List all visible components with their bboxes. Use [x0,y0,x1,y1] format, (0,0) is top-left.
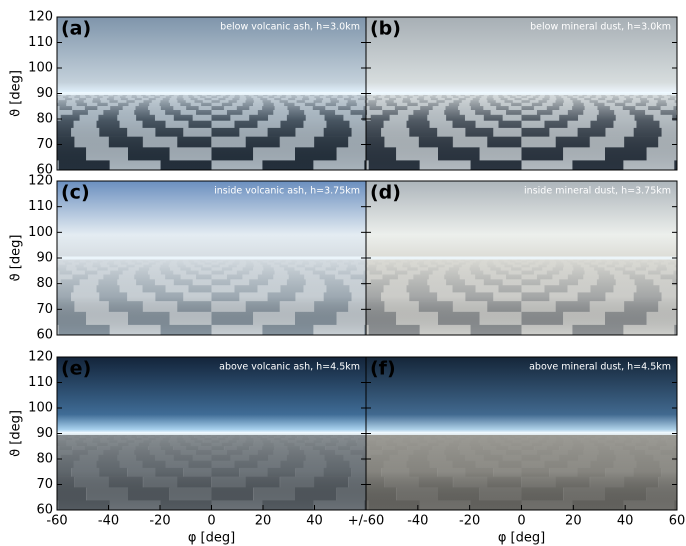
panel-caption: above volcanic ash, h=4.5km [219,362,360,373]
y-tick-label: 100 [28,401,53,416]
y-tick-label: 110 [28,199,53,214]
panel-caption: inside volcanic ash, h=3.75km [214,186,360,197]
y-tick-label: 80 [36,276,53,291]
y-tick-label: 120 [28,10,53,25]
x-tick-label: -20 [149,514,170,529]
y-tick-label: 60 [36,503,53,518]
x-tick-label: 40 [306,514,323,529]
panel-label: (b) [370,18,401,40]
sky [57,17,366,94]
haze [366,433,677,510]
x-tick-label: -40 [98,514,119,529]
panel-caption: inside mineral dust, h=3.75km [524,186,671,197]
x-axis-label: φ [deg] [188,531,235,546]
x-tick-label: 60 [669,514,686,529]
y-tick-label: 100 [28,61,53,76]
haze [57,93,366,170]
x-tick-label: +/-60 [348,514,385,529]
panel [366,181,677,335]
x-axis-label: φ [deg] [498,531,545,546]
horizon-glow [57,432,366,435]
y-tick-label: 90 [36,251,53,266]
horizon-glow [57,256,366,260]
x-tick-label: 20 [565,514,582,529]
y-tick-label: 70 [36,477,53,492]
y-tick-label: 120 [28,350,53,365]
panel-caption: below mineral dust, h=3.0km [530,22,671,33]
panel-caption: above mineral dust, h=4.5km [529,362,671,373]
sky [57,357,366,434]
y-tick-label: 70 [36,137,53,152]
horizon-glow [366,432,677,435]
panel [366,17,677,170]
panel [57,17,366,170]
horizon-glow [366,256,677,260]
x-tick-label: 20 [255,514,272,529]
y-tick-label: 60 [36,163,53,178]
y-tick-label: 90 [36,86,53,101]
panel-label: (f) [370,358,396,380]
panel-caption: below volcanic ash, h=3.0km [220,22,360,33]
panel [57,357,366,510]
y-tick-label: 110 [28,375,53,390]
haze [366,258,677,335]
y-axis-label: ϑ [deg] [9,410,24,457]
sky [366,17,677,94]
x-tick-label: -20 [459,514,480,529]
y-axis-label: ϑ [deg] [9,70,24,117]
x-tick-label: -60 [46,514,67,529]
horizon-glow [57,92,366,95]
haze [57,433,366,510]
y-tick-label: 100 [28,225,53,240]
panel [57,181,366,335]
panel-label: (c) [61,182,90,204]
y-tick-label: 60 [36,328,53,343]
horizon-glow [366,92,677,95]
y-tick-label: 110 [28,35,53,50]
x-tick-label: 0 [517,514,525,529]
x-tick-label: 40 [617,514,634,529]
y-tick-label: 90 [36,426,53,441]
x-tick-label: 0 [207,514,215,529]
haze [57,258,366,335]
panel [366,357,677,510]
y-tick-label: 80 [36,112,53,127]
y-tick-label: 80 [36,452,53,467]
haze [366,93,677,170]
panel-label: (a) [61,18,91,40]
y-axis-label: ϑ [deg] [9,235,24,282]
panel-label: (d) [370,182,401,204]
y-tick-label: 120 [28,174,53,189]
sky [366,181,677,258]
panel-label: (e) [61,358,91,380]
sky [57,181,366,258]
sky [366,357,677,434]
x-tick-label: -40 [407,514,428,529]
y-tick-label: 70 [36,302,53,317]
